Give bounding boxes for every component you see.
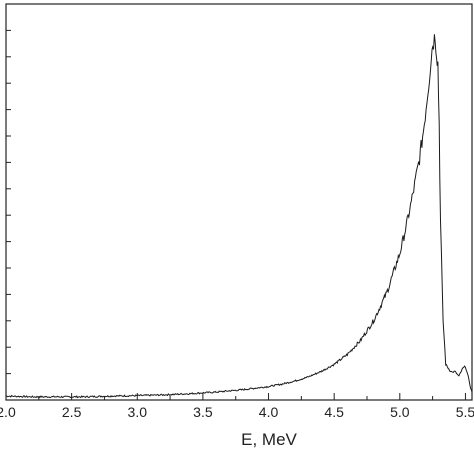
x-tick-label: 4.0 <box>259 404 279 420</box>
x-tick-label: 2.0 <box>0 404 16 420</box>
x-tick-label: 3.5 <box>193 404 213 420</box>
x-tick-label: 3.0 <box>128 404 148 420</box>
plot-frame <box>5 3 473 401</box>
x-tick-label: 4.5 <box>324 404 344 420</box>
x-tick-label: 2.5 <box>62 404 82 420</box>
spectrum-series-line <box>5 34 473 399</box>
x-axis-title: E, MeV <box>241 430 297 449</box>
x-tick-label: 5.0 <box>390 404 410 420</box>
x-tick-label: 5.5 <box>456 404 474 420</box>
